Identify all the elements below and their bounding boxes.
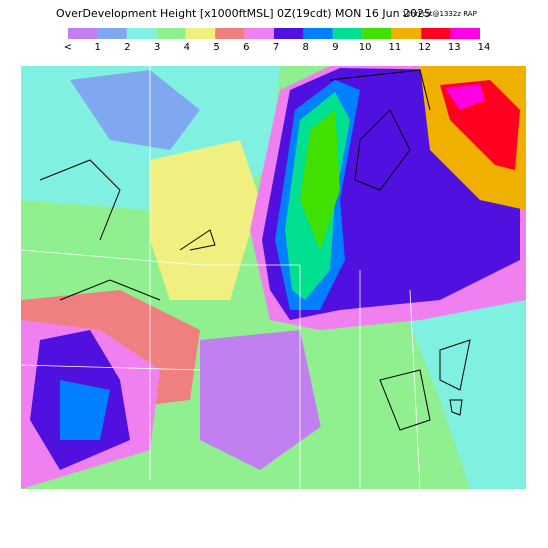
legend-swatch [332,28,363,39]
legend-swatch [303,28,333,39]
map [21,66,526,489]
legend-swatch [244,28,274,39]
legend-swatch [421,28,451,39]
legend-swatch [126,28,157,39]
legend-swatch [391,28,422,39]
legend-label: 7 [273,42,279,53]
legend-label: 14 [478,42,491,53]
legend-label: 12 [418,42,431,53]
legend-label: 8 [303,42,309,53]
map-title: OverDevelopment Height [x1000ftMSL] 0Z(1… [56,7,431,20]
legend-swatch [185,28,216,39]
legend-label: < [64,42,72,53]
legend-swatch [274,28,304,39]
legend-swatch [362,28,392,39]
legend-swatch [97,28,127,39]
legend: <1 2 3 4 5 6 7 8 9 10 11 12 13 14 [64,28,491,53]
legend-swatch [450,28,480,39]
legend-label: 1 [95,42,101,53]
legend-swatch [68,28,98,39]
legend-label: 4 [184,42,190,53]
legend-label: 3 [154,42,160,53]
legend-label: 6 [243,42,249,53]
legend-label: 13 [448,42,461,53]
legend-label: 10 [359,42,372,53]
map-subtitle: 12hrFcst@1332z RAP [402,10,477,18]
legend-label: 11 [388,42,401,53]
legend-label: 2 [124,42,130,53]
legend-label: 5 [213,42,219,53]
legend-label: 9 [332,42,338,53]
legend-swatch [215,28,245,39]
legend-swatch [156,28,186,39]
